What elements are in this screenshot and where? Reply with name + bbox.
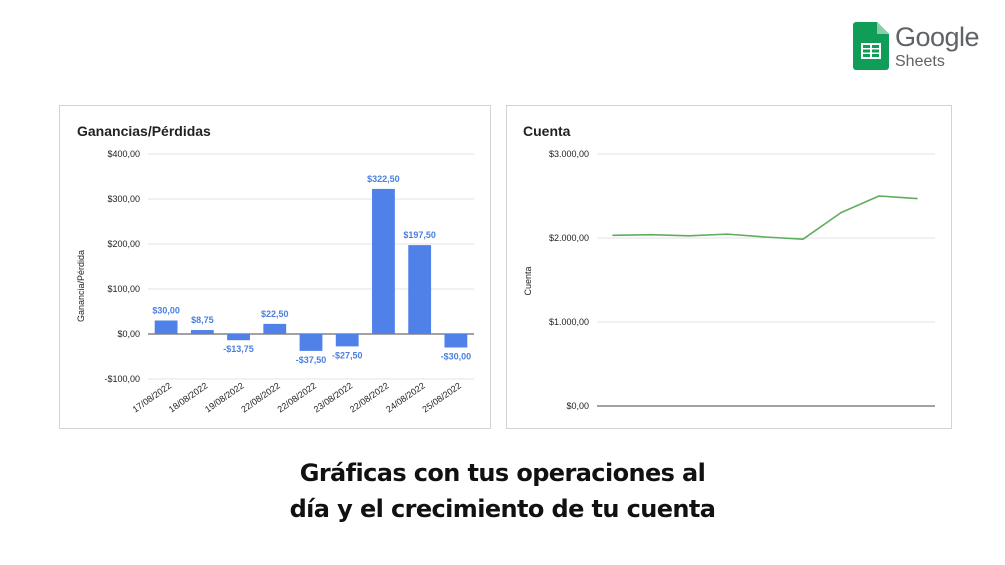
data-label: $30,00 — [152, 306, 180, 316]
caption-line-1: Gráficas con tus operaciones al — [299, 459, 706, 487]
google-sheets-logo: Google Sheets — [853, 22, 983, 72]
bar — [299, 334, 323, 351]
chart-title: Ganancias/Pérdidas — [77, 123, 211, 139]
x-tick-label: 17/08/2022 — [131, 380, 174, 414]
account-chart-panel: Cuenta Cuenta $3.000,00 $2.000,00 $1.000,0… — [506, 105, 952, 429]
data-label: -$37,50 — [296, 355, 327, 365]
y-axis-label: Cuenta — [523, 266, 533, 295]
x-tick-label: 23/08/2022 — [312, 380, 355, 414]
x-tick-label: 19/08/2022 — [203, 380, 246, 414]
y-tick-label: $200,00 — [107, 239, 140, 249]
y-tick-label: -$100,00 — [104, 374, 140, 384]
y-tick-label: $0,00 — [566, 401, 589, 411]
data-label: $322,50 — [367, 174, 400, 184]
y-tick-label: $2.000,00 — [549, 233, 589, 243]
account-line-chart: Cuenta Cuenta $3.000,00 $2.000,00 $1.000,0… — [523, 123, 935, 411]
caption: Gráficas con tus operaciones al día y el… — [0, 455, 1005, 527]
x-tick-label: 18/08/2022 — [167, 380, 210, 414]
y-tick-label: $3.000,00 — [549, 149, 589, 159]
bar — [444, 334, 468, 348]
bar — [190, 330, 214, 334]
chart-title: Cuenta — [523, 123, 571, 139]
data-point — [840, 211, 842, 214]
bar — [372, 188, 395, 334]
data-point — [916, 197, 918, 200]
profit-loss-chart-panel: Ganancias/Pérdidas Ganancia/Pérdida $400… — [59, 105, 491, 429]
data-point — [764, 236, 766, 238]
x-tick-label: 25/08/2022 — [420, 380, 463, 414]
x-tick-label: 22/08/2022 — [239, 380, 282, 414]
bar — [335, 334, 359, 347]
data-point — [802, 238, 804, 240]
data-label: -$30,00 — [441, 352, 472, 362]
data-point — [878, 195, 880, 197]
data-label: $22,50 — [261, 309, 289, 319]
bar — [227, 334, 250, 341]
data-label: $8,75 — [191, 315, 214, 325]
profit-loss-bar-chart: Ganancias/Pérdidas Ganancia/Pérdida $400… — [76, 123, 474, 414]
data-label: -$27,50 — [332, 350, 363, 360]
y-tick-label: $300,00 — [107, 194, 140, 204]
caption-line-2: día y el crecimiento de tu cuenta — [289, 495, 716, 523]
y-axis-label: Ganancia/Pérdida — [76, 250, 86, 322]
logo-product-text: Sheets — [895, 53, 945, 70]
x-tick-label: 22/08/2022 — [348, 380, 391, 414]
x-tick-label: 22/08/2022 — [276, 380, 319, 414]
bar — [154, 320, 178, 334]
series-line — [612, 195, 918, 240]
bar — [263, 323, 287, 334]
y-tick-label: $0,00 — [117, 329, 140, 339]
y-tick-label: $400,00 — [107, 149, 140, 159]
data-point — [650, 233, 652, 236]
logo-brand-text: Google — [895, 22, 980, 52]
bar — [408, 245, 432, 334]
data-point — [612, 234, 614, 237]
data-point — [726, 233, 728, 235]
data-point — [688, 235, 690, 237]
sheets-icon — [853, 22, 889, 70]
y-tick-label: $1.000,00 — [549, 317, 589, 327]
x-tick-label: 24/08/2022 — [384, 380, 427, 414]
y-tick-label: $100,00 — [107, 284, 140, 294]
data-label: $197,50 — [403, 230, 436, 240]
data-label: -$13,75 — [223, 344, 254, 354]
